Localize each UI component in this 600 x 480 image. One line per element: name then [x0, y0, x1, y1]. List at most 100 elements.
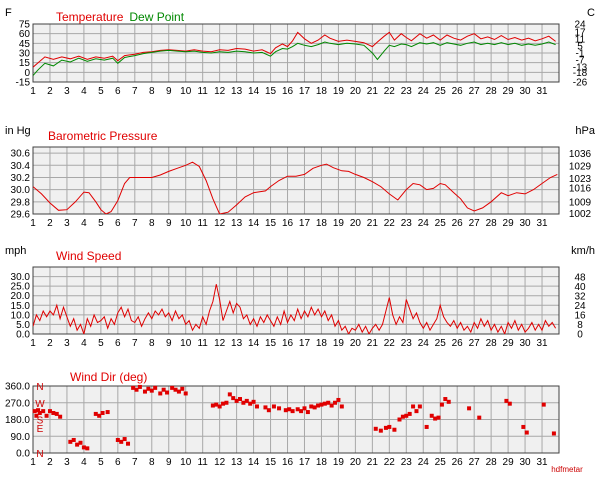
x-tick-label: 30 [520, 86, 532, 97]
x-tick-label: 7 [132, 457, 138, 468]
x-tick-label: 7 [132, 86, 138, 97]
y-tick-label: 30.4 [11, 161, 31, 172]
x-tick-label: 1 [30, 338, 36, 349]
x-tick-label: 5 [98, 218, 104, 229]
x-tick-label: 3 [64, 457, 70, 468]
scatter-point [32, 409, 37, 414]
x-tick-label: 27 [469, 218, 481, 229]
y-tick-label: 29.6 [11, 210, 31, 221]
scatter-point [224, 400, 229, 405]
scatter-point [439, 402, 444, 407]
x-tick-label: 23 [401, 86, 413, 97]
chart-title-part: Wind Dir (deg) [70, 370, 147, 384]
x-tick-label: 1 [30, 218, 36, 229]
x-tick-label: 7 [132, 218, 138, 229]
x-tick-label: 4 [81, 338, 87, 349]
x-tick-label: 8 [149, 218, 155, 229]
chart-panel-2: 30.630.430.230.029.829.61036102910231016… [5, 125, 596, 229]
x-tick-label: 16 [282, 338, 294, 349]
x-tick-label: 28 [486, 457, 498, 468]
x-tick-label: 9 [166, 218, 172, 229]
x-tick-label: 14 [248, 338, 260, 349]
right-tick-label: 24 [574, 301, 586, 312]
chart-title-part: Barometric Pressure [48, 129, 158, 143]
x-tick-label: 16 [282, 457, 294, 468]
scatter-point [400, 414, 405, 419]
x-tick-label: 20 [350, 457, 362, 468]
x-tick-label: 20 [350, 218, 362, 229]
scatter-point [100, 410, 105, 415]
y-tick-label: 180.0 [5, 415, 30, 426]
scatter-point [126, 441, 131, 446]
scatter-point [183, 391, 188, 396]
y-tick-label: 90.0 [11, 432, 31, 443]
plot-area [33, 267, 559, 334]
x-tick-label: 21 [367, 338, 379, 349]
scatter-point [299, 409, 304, 414]
scatter-point [170, 385, 175, 390]
x-tick-label: 26 [452, 86, 464, 97]
x-tick-label: 8 [149, 457, 155, 468]
scatter-point [417, 404, 422, 409]
scatter-point [263, 405, 268, 410]
scatter-point [254, 404, 259, 409]
scatter-point [404, 413, 409, 418]
plot-frame [32, 385, 560, 454]
x-tick-label: 9 [166, 338, 172, 349]
x-tick-label: 18 [316, 218, 328, 229]
scatter-point [378, 428, 383, 433]
scatter-point [373, 426, 378, 431]
x-tick-label: 11 [197, 218, 208, 229]
x-tick-label: 29 [503, 338, 515, 349]
x-tick-label: 26 [452, 457, 464, 468]
x-tick-label: 13 [231, 86, 243, 97]
x-tick-label: 21 [367, 86, 379, 97]
x-tick-label: 16 [282, 86, 294, 97]
chart-title-part: Dew Point [129, 10, 184, 24]
x-tick-label: 18 [316, 457, 328, 468]
y-tick-label: 15.0 [11, 301, 31, 312]
x-tick-label: 2 [47, 86, 53, 97]
x-tick-label: 25 [435, 338, 447, 349]
scatter-point [277, 406, 282, 411]
x-tick-label: 29 [503, 218, 515, 229]
x-tick-label: 22 [384, 457, 396, 468]
chart-title: Wind Dir (deg) [70, 370, 147, 384]
scatter-point [214, 402, 219, 407]
scatter-point [329, 403, 334, 408]
x-tick-label: 22 [384, 338, 396, 349]
x-tick-label: 31 [536, 457, 548, 468]
scatter-point [290, 409, 295, 414]
scatter-point [507, 401, 512, 406]
x-tick-label: 31 [536, 86, 548, 97]
y-tick-label: 270.0 [5, 398, 30, 409]
x-tick-label: 15 [265, 338, 277, 349]
x-tick-label: 13 [231, 457, 243, 468]
series-line-1 [33, 284, 557, 334]
x-tick-label: 27 [469, 457, 481, 468]
right-tick-label: -13 [573, 62, 588, 73]
x-tick-label: 6 [115, 338, 121, 349]
x-tick-label: 17 [299, 86, 311, 97]
right-tick-label: 1036 [569, 149, 592, 160]
x-tick-label: 22 [384, 218, 396, 229]
direction-label: W [35, 399, 45, 410]
x-tick-label: 2 [47, 457, 53, 468]
y-tick-label: 75 [19, 20, 31, 31]
scatter-point [221, 401, 226, 406]
scatter-point [271, 404, 276, 409]
scatter-point [134, 387, 139, 392]
scatter-point [244, 398, 249, 403]
x-tick-label: 19 [333, 86, 345, 97]
right-tick-label: 17 [574, 27, 586, 38]
scatter-point [302, 406, 307, 411]
x-tick-label: 1 [30, 457, 36, 468]
y-tick-label: 30.2 [11, 173, 31, 184]
x-tick-label: 25 [435, 457, 447, 468]
x-tick-label: 4 [81, 218, 87, 229]
scatter-point [176, 389, 181, 394]
